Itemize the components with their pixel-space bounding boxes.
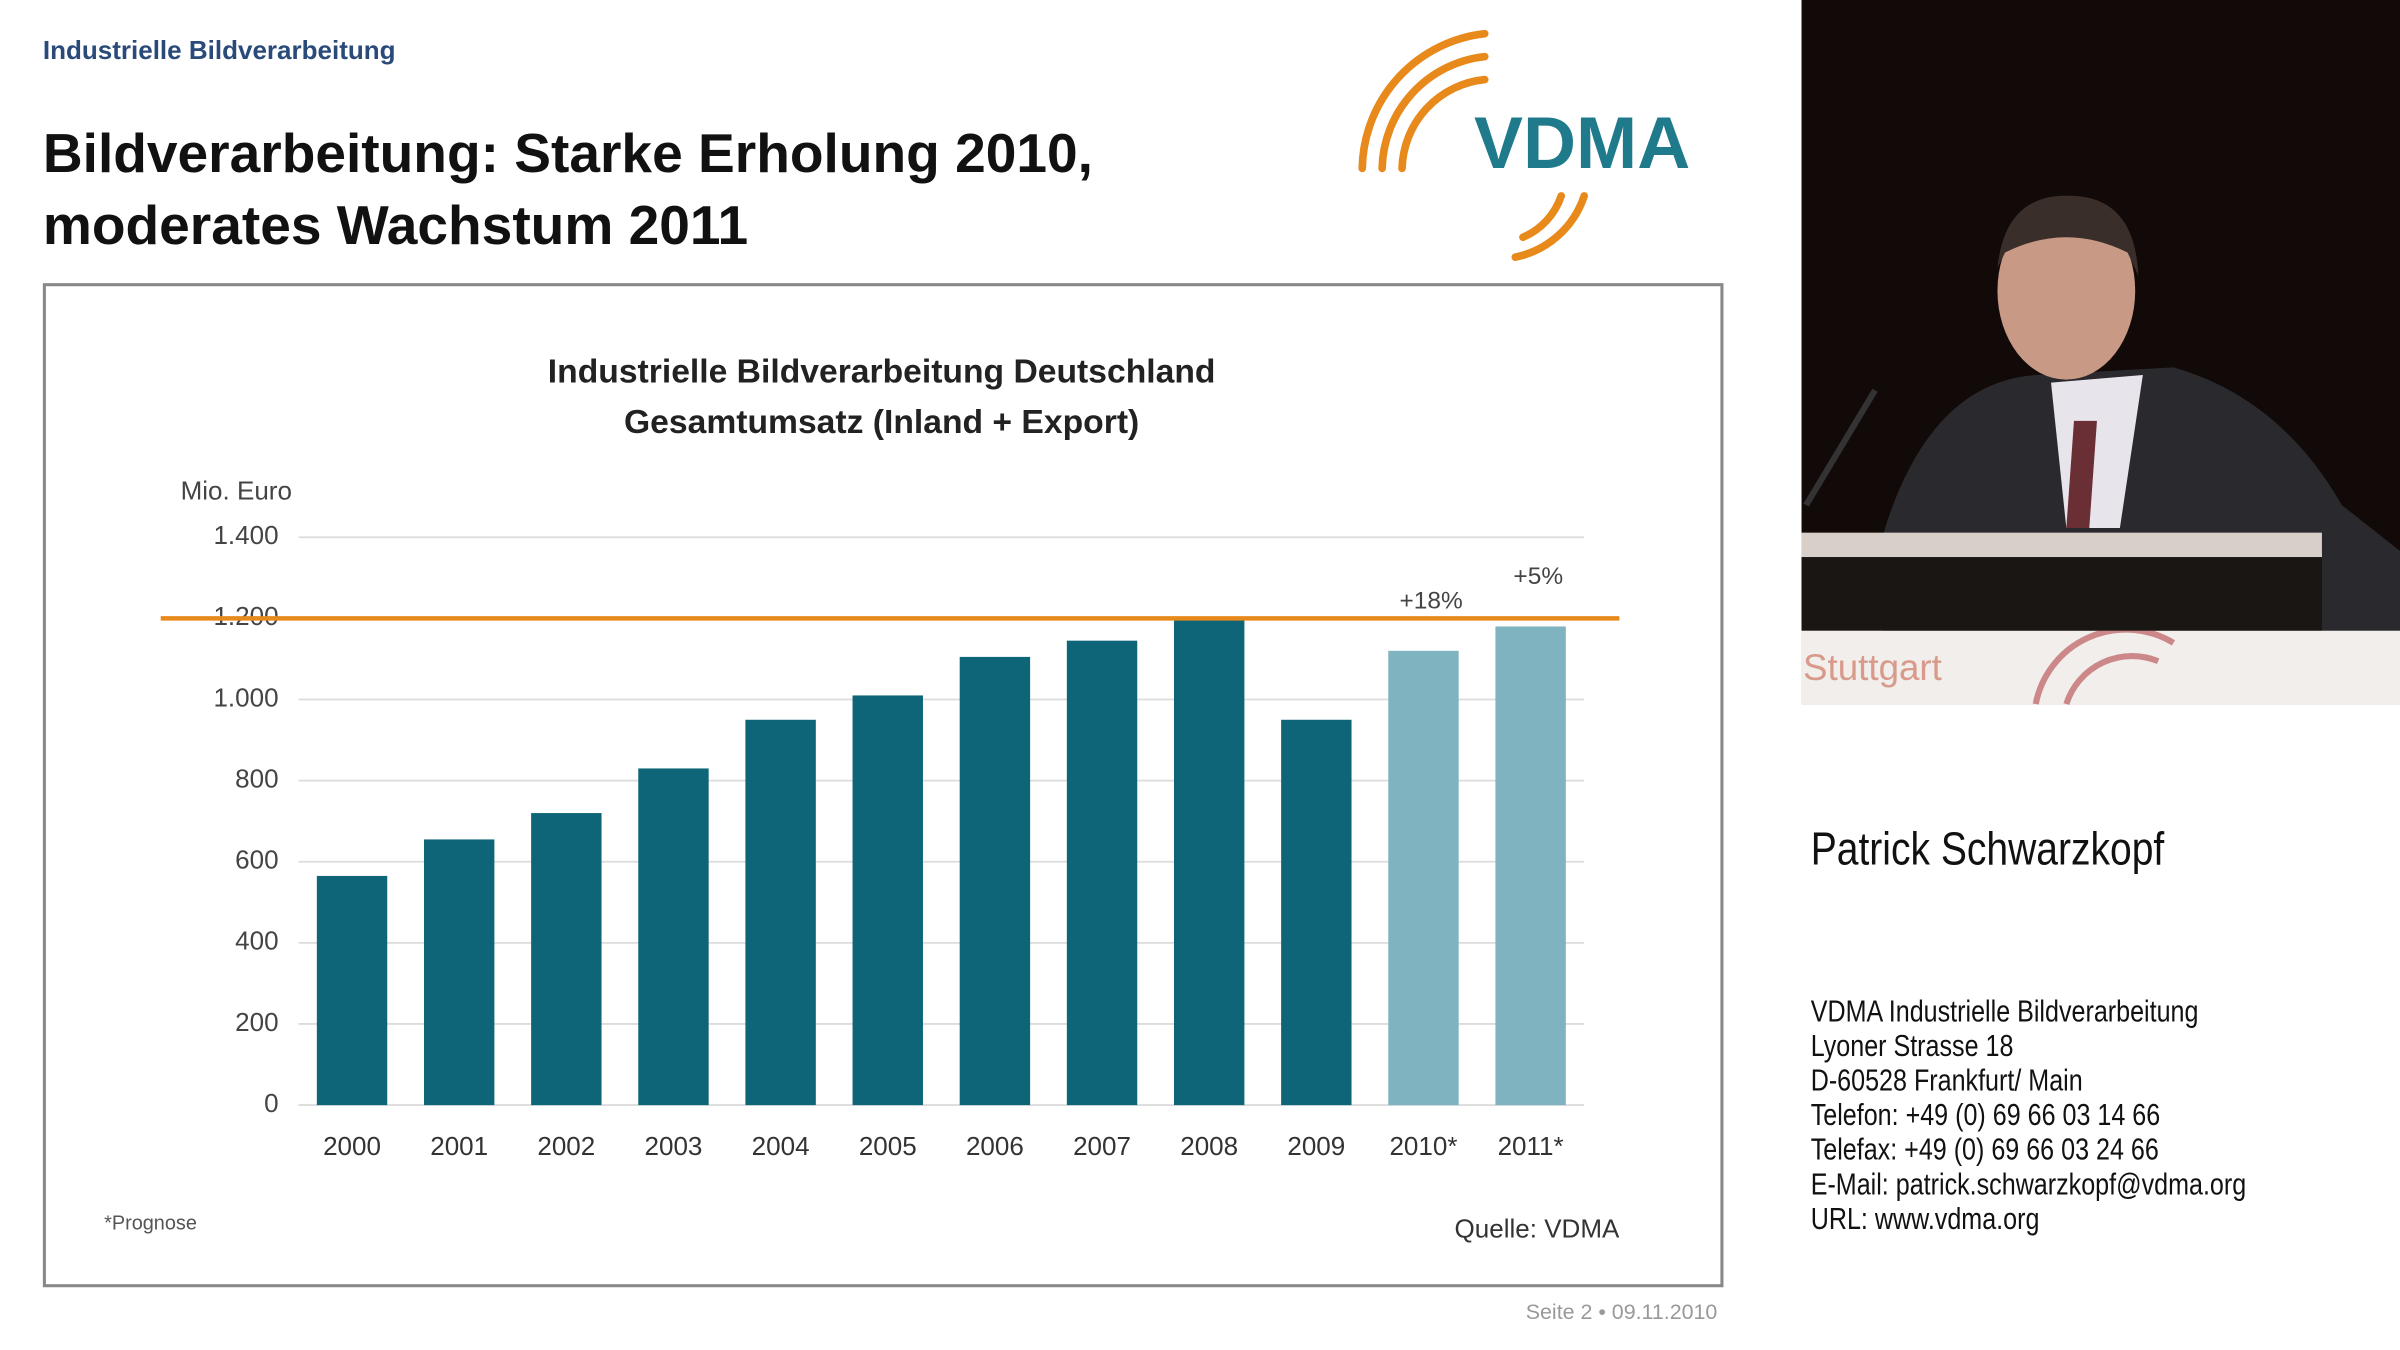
footnote: *Prognose <box>104 1213 197 1235</box>
bar <box>638 768 709 1106</box>
y-axis-label: Mio. Euro <box>181 476 292 506</box>
contact-line: E-Mail: patrick.schwarzkopf@vdma.org <box>1811 1167 2246 1201</box>
y-tick-label: 600 <box>235 845 278 875</box>
x-tick-label: 2009 <box>1287 1131 1345 1161</box>
bar <box>1173 618 1245 1106</box>
contact-line: Telefon: +49 (0) 69 66 03 14 66 <box>1811 1098 2160 1132</box>
bar <box>1281 719 1352 1106</box>
x-tick-label: 2001 <box>430 1131 488 1161</box>
backdrop-text: Stuttgart <box>1803 647 1942 688</box>
bar <box>1066 640 1138 1106</box>
contact-block: VDMA Industrielle BildverarbeitungLyoner… <box>1811 994 2246 1235</box>
y-tick-label: 800 <box>235 763 278 793</box>
page-footer: Seite 2 • 09.11.2010 <box>1526 1300 1718 1324</box>
source: Quelle: VDMA <box>1455 1213 1620 1243</box>
bar <box>316 875 388 1106</box>
x-tick-label: 2011* <box>1498 1131 1564 1161</box>
x-tick-label: 2006 <box>966 1131 1024 1161</box>
contact-line: VDMA Industrielle Bildverarbeitung <box>1811 994 2199 1028</box>
plot: 02004006008001.0001.2001.400200020012002… <box>160 520 1620 1161</box>
bar <box>1388 650 1459 1106</box>
bar <box>959 656 1031 1106</box>
y-tick-label: 1.400 <box>213 520 278 550</box>
contact-line: Telefax: +49 (0) 69 66 03 24 66 <box>1811 1132 2159 1166</box>
bar <box>531 813 602 1106</box>
bar <box>852 695 923 1106</box>
slide-title: moderates Wachstum 2011 <box>43 194 748 256</box>
annotation: +18% <box>1399 587 1462 614</box>
video-feed: Stuttgart <box>1801 0 2400 706</box>
x-tick-label: 2007 <box>1073 1131 1131 1161</box>
y-tick-label: 1.000 <box>213 682 278 712</box>
chart-title: Industrielle Bildverarbeitung Deutschlan… <box>548 353 1216 390</box>
x-tick-label: 2010* <box>1389 1131 1457 1161</box>
logo-text: VDMA <box>1474 101 1690 184</box>
x-tick-label: 2005 <box>859 1131 917 1161</box>
bar <box>745 719 816 1106</box>
bar <box>1495 626 1566 1106</box>
x-tick-label: 2004 <box>752 1131 810 1161</box>
y-tick-label: 400 <box>235 926 278 956</box>
contact-line: D-60528 Frankfurt/ Main <box>1811 1063 2083 1097</box>
x-tick-label: 2008 <box>1180 1131 1238 1161</box>
chart-title: Gesamtumsatz (Inland + Export) <box>624 404 1139 441</box>
bar <box>423 839 495 1106</box>
x-tick-label: 2003 <box>645 1131 703 1161</box>
contact-line: URL: www.vdma.org <box>1811 1202 2040 1236</box>
section-label: Industrielle Bildverarbeitung <box>43 35 396 65</box>
y-tick-label: 0 <box>264 1088 278 1118</box>
annotation: +5% <box>1513 563 1563 590</box>
speaker-name: Patrick Schwarzkopf <box>1811 824 2165 876</box>
logo-arcs <box>1358 29 1589 261</box>
x-tick-label: 2002 <box>537 1131 595 1161</box>
slide-title: Bildverarbeitung: Starke Erholung 2010, <box>43 122 1093 184</box>
x-tick-label: 2000 <box>323 1131 381 1161</box>
contact-line: Lyoner Strasse 18 <box>1811 1029 2014 1063</box>
y-tick-label: 200 <box>235 1007 278 1037</box>
